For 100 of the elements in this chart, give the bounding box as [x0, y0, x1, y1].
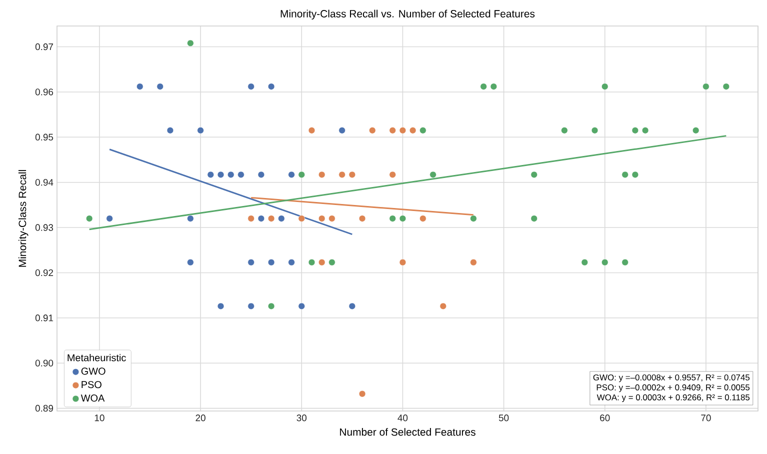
y-tick-label: 0.94 [35, 178, 54, 186]
x-axis-title: Number of Selected Features [340, 428, 476, 436]
annotation: GWO: y =–0.0008x + 0.9557, R² = 0.0745 [593, 374, 750, 382]
point [156, 83, 164, 90]
x-tick-label: 70 [701, 414, 711, 422]
legend-label: WOA [80, 394, 105, 402]
point [228, 171, 234, 178]
point [268, 258, 275, 266]
x-tick-label: 30 [296, 414, 307, 422]
legend-label: GWO [81, 368, 106, 375]
legend-title: Metaheuristic [68, 354, 126, 362]
x-tick-label: 40 [398, 414, 408, 422]
y-tick-label: 0.90 [35, 360, 54, 366]
point [480, 83, 487, 90]
x-tick-label: 20 [196, 414, 206, 422]
point [298, 171, 305, 178]
point [248, 83, 254, 90]
point [561, 127, 568, 134]
point [399, 127, 406, 134]
point [288, 258, 295, 266]
point [470, 258, 477, 266]
point [722, 83, 730, 90]
point [632, 127, 639, 134]
point [348, 171, 356, 178]
point [399, 215, 406, 222]
point [238, 171, 244, 178]
point [622, 171, 628, 178]
point [248, 258, 254, 266]
annotation: PSO: y =–0.0002x + 0.9409, R² = 0.0055 [596, 384, 750, 392]
point [187, 215, 194, 222]
point [692, 127, 700, 134]
y-tick-label: 0.97 [35, 43, 54, 50]
point [632, 171, 639, 178]
point [248, 215, 254, 222]
point [642, 127, 649, 134]
point [318, 258, 326, 266]
point [268, 302, 275, 310]
point [358, 215, 366, 222]
point [389, 127, 396, 134]
point [298, 215, 305, 222]
point [86, 215, 93, 222]
point [308, 127, 316, 134]
y-tick-label: 0.96 [35, 88, 54, 96]
point [490, 83, 498, 90]
y-tick-label: 0.95 [35, 134, 54, 141]
point [602, 258, 608, 266]
y-tick-label: 0.89 [35, 404, 54, 412]
point [328, 215, 336, 222]
point [308, 258, 316, 266]
y-axis-title: Minority-Class Recall [18, 170, 28, 267]
point [430, 171, 436, 178]
point [258, 171, 265, 178]
point [338, 127, 346, 134]
point [420, 127, 426, 134]
x-tick-label: 10 [94, 414, 104, 422]
point [389, 171, 396, 178]
point [288, 171, 295, 178]
point [106, 215, 113, 222]
point [399, 258, 406, 266]
point [530, 171, 538, 178]
point [298, 302, 305, 310]
point [268, 215, 275, 222]
y-tick-label: 0.93 [35, 224, 54, 231]
point [409, 127, 416, 134]
point [389, 215, 396, 222]
point [258, 215, 265, 222]
point [207, 171, 214, 178]
x-tick-label: 60 [600, 414, 610, 422]
point [602, 83, 608, 90]
point [581, 258, 588, 266]
point [166, 127, 174, 134]
point [338, 171, 346, 178]
point [530, 215, 538, 222]
legend-label: PSO [82, 381, 102, 388]
annotation: WOA: y = 0.0003x + 0.9266, R² = 0.1185 [596, 394, 750, 402]
point [268, 83, 275, 90]
point [348, 302, 356, 310]
chart-title: Minority-Class Recall vs. Number of Selected Features [280, 10, 535, 20]
point [217, 302, 224, 310]
point [187, 40, 194, 47]
point [278, 215, 285, 222]
point [318, 215, 326, 222]
point [217, 171, 224, 178]
point [328, 258, 336, 266]
point [440, 302, 446, 310]
point [470, 215, 477, 222]
point [358, 390, 366, 398]
point [136, 83, 144, 90]
point [622, 258, 628, 266]
point [187, 258, 194, 266]
point [248, 302, 254, 310]
point [197, 127, 204, 134]
x-tick-label: 50 [498, 414, 509, 422]
point [420, 215, 426, 222]
point [318, 171, 326, 178]
point [591, 127, 598, 134]
point [702, 83, 710, 90]
y-tick-label: 0.92 [35, 269, 54, 276]
point [369, 127, 376, 134]
y-tick-label: 0.91 [35, 314, 54, 322]
